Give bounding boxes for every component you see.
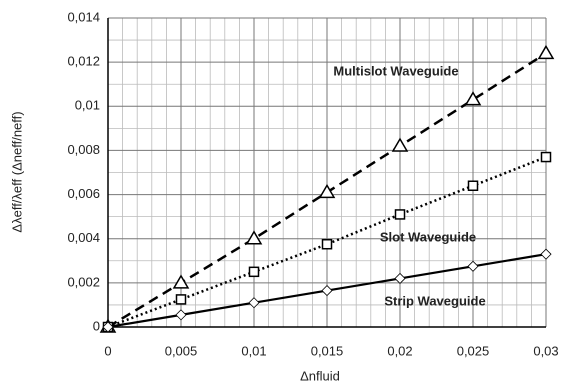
x-tick-label: 0,025 bbox=[457, 343, 490, 358]
marker bbox=[391, 137, 409, 152]
marker bbox=[248, 266, 260, 278]
marker bbox=[540, 151, 552, 163]
marker bbox=[175, 294, 187, 305]
y-tick-label: 0,002 bbox=[67, 274, 100, 289]
marker bbox=[537, 44, 555, 60]
marker bbox=[467, 260, 479, 272]
marker bbox=[248, 297, 260, 309]
marker bbox=[175, 309, 187, 321]
x-tick-label: 0,015 bbox=[311, 343, 344, 358]
x-tick-label: 0,02 bbox=[387, 343, 412, 358]
x-tick-label: 0 bbox=[104, 343, 111, 358]
marker bbox=[540, 248, 552, 260]
marker bbox=[321, 238, 333, 250]
y-tick-label: 0,004 bbox=[67, 230, 100, 245]
x-tick-label: 0,01 bbox=[241, 343, 266, 358]
y-axis-label: Δλeff/λeff (Δneff/neff) bbox=[9, 111, 24, 232]
y-tick-label: 0,008 bbox=[67, 142, 100, 157]
marker bbox=[321, 285, 333, 297]
y-tick-label: 0 bbox=[93, 318, 100, 333]
y-tick-label: 0,006 bbox=[67, 186, 100, 201]
series-annotation: Slot Waveguide bbox=[380, 229, 476, 244]
x-tick-label: 0,005 bbox=[165, 343, 198, 358]
x-tick-label: 0,03 bbox=[533, 343, 558, 358]
marker bbox=[464, 91, 482, 106]
y-tick-label: 0,012 bbox=[67, 54, 100, 69]
marker bbox=[245, 230, 263, 245]
marker bbox=[394, 209, 406, 220]
y-tick-label: 0,01 bbox=[75, 98, 100, 113]
marker bbox=[467, 180, 479, 191]
marker bbox=[318, 183, 336, 199]
y-tick-label: 0,014 bbox=[67, 9, 100, 24]
marker bbox=[172, 274, 190, 289]
series-annotation: Multislot Waveguide bbox=[333, 63, 458, 78]
x-axis-label: Δnfluid bbox=[300, 368, 340, 383]
marker bbox=[102, 321, 114, 333]
marker bbox=[394, 272, 406, 285]
series-annotation: Strip Waveguide bbox=[384, 293, 485, 308]
